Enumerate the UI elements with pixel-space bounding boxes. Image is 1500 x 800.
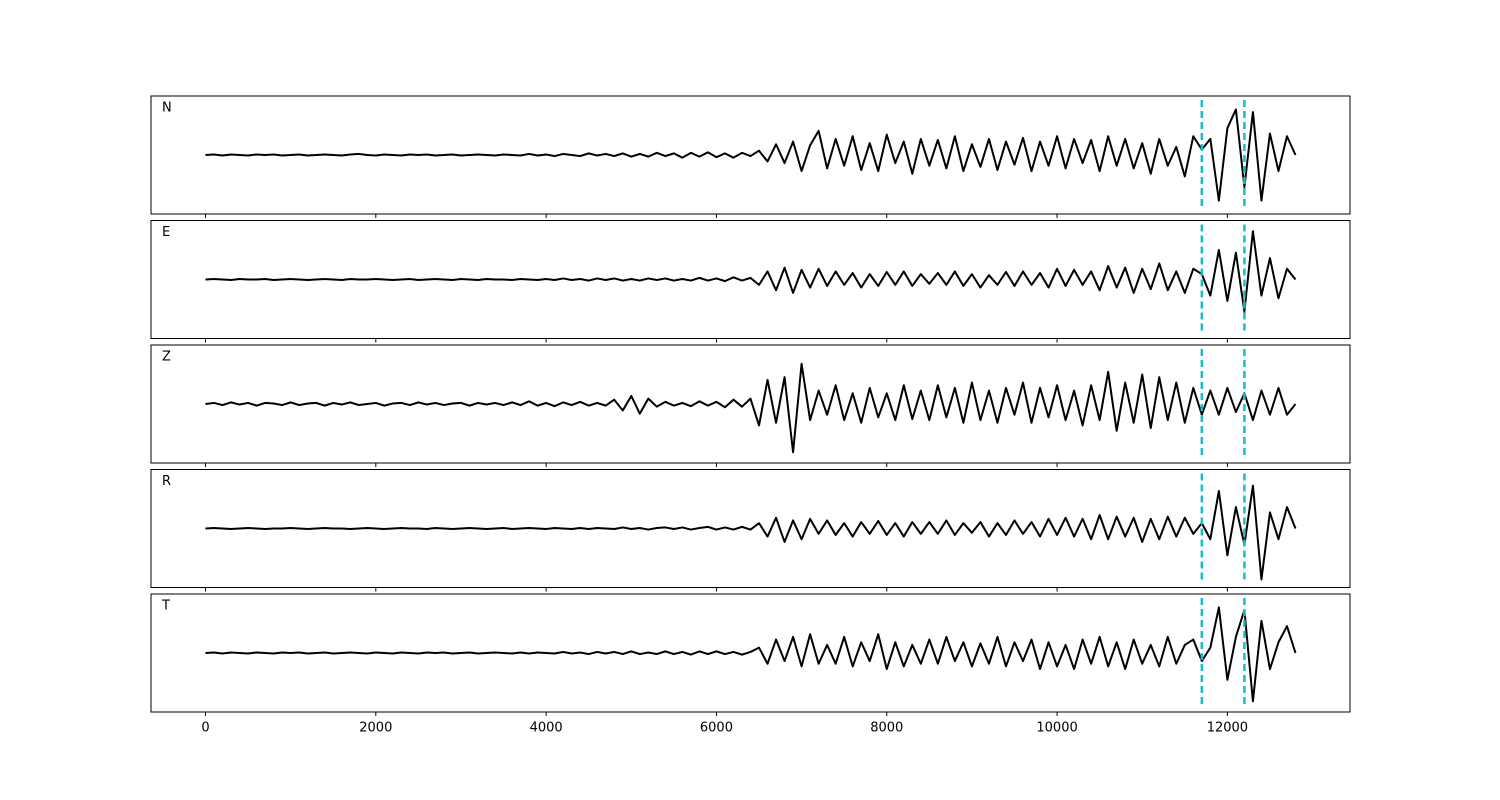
x-tick-label: 10000 [1036, 721, 1077, 736]
panel-label: T [161, 599, 170, 614]
panel-frame [150, 344, 1351, 464]
panel-frame [150, 469, 1351, 588]
trace [205, 484, 1297, 581]
x-tick-label: 12000 [1207, 721, 1248, 736]
panel-frame [150, 593, 1351, 713]
x-tick-label: 8000 [870, 721, 903, 736]
x-tick-label: 6000 [700, 721, 733, 736]
panel-frame [150, 220, 1351, 339]
panel-label: R [162, 474, 171, 489]
trace [205, 230, 1297, 313]
x-tick-label: 0 [201, 721, 209, 736]
panel-label: E [162, 225, 170, 240]
trace [205, 606, 1297, 703]
panel-label: N [162, 101, 172, 116]
panel-label: Z [162, 350, 171, 365]
x-tick-label: 4000 [530, 721, 563, 736]
x-tick-label: 2000 [359, 721, 392, 736]
trace [205, 362, 1297, 454]
trace [205, 108, 1297, 202]
panel-frame [150, 95, 1351, 215]
